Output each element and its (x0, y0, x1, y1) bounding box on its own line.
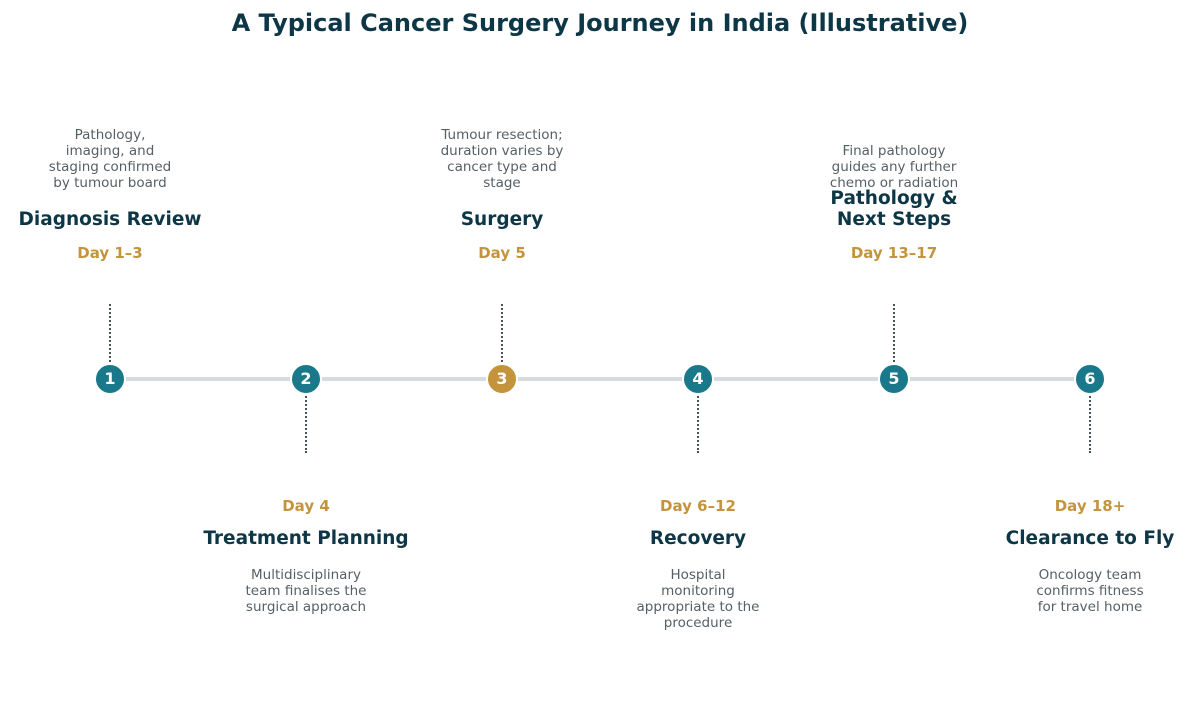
step-5-description-line: guides any further (831, 159, 957, 175)
timeline-line (110, 377, 1090, 381)
step-node-1: 1 (94, 363, 126, 395)
step-6-description-line: for travel home (1037, 599, 1143, 615)
step-node-4: 4 (682, 363, 714, 395)
step-5-description-line: Final pathology (842, 143, 946, 159)
step-2-description-line: Multidisciplinary (251, 567, 361, 583)
step-node-2: 2 (290, 363, 322, 395)
step-3-day: Day 5 (478, 244, 526, 262)
step-2-description-line: surgical approach (245, 599, 367, 615)
step-2-day: Day 4 (282, 497, 330, 515)
step-4-title: Recovery (649, 528, 747, 549)
step-6-label: Oncology team confirms fitness for trave… (990, 567, 1190, 615)
step-node-3: 3 (486, 363, 518, 395)
step-1-description-line: imaging, and (65, 143, 155, 159)
step-6-description-line: Oncology team (1038, 567, 1142, 583)
step-1-label: Pathology, imaging, and staging confirme… (0, 127, 220, 191)
step-5-description: Final pathology guides any further chemo… (824, 143, 964, 191)
step-6-description-line: confirms fitness (1036, 583, 1144, 599)
connector-3 (501, 304, 503, 366)
step-2-title: Treatment Planning (203, 528, 409, 549)
step-6-title: Clearance to Fly (1005, 528, 1175, 549)
step-4-description-line: procedure (663, 615, 733, 631)
step-6-description: Oncology team confirms fitness for trave… (1020, 567, 1160, 615)
step-4-description: Hospital monitoring appropriate to the p… (628, 567, 768, 631)
step-1-description-line: staging confirmed (48, 159, 172, 175)
connector-1 (109, 304, 111, 366)
step-1-day: Day 1–3 (77, 244, 143, 262)
step-1-description: Pathology, imaging, and staging confirme… (40, 127, 180, 191)
step-1-description-line: Pathology, (74, 127, 146, 143)
step-5-label: Final pathology guides any further chemo… (784, 143, 1004, 191)
step-1-description-line: by tumour board (53, 175, 167, 191)
step-1-title: Diagnosis Review (18, 209, 202, 230)
step-5-day: Day 13–17 (850, 244, 938, 262)
step-3-description-line: stage (483, 175, 521, 191)
step-5-title-line: Next Steps (836, 209, 952, 230)
step-3-description: Tumour resection; duration varies by can… (432, 127, 572, 191)
step-4-label: Hospital monitoring appropriate to the p… (588, 567, 808, 631)
step-3-label: Tumour resection; duration varies by can… (392, 127, 612, 191)
step-5-title: Pathology & Next Steps (784, 188, 1004, 230)
step-4-day: Day 6–12 (660, 497, 736, 515)
step-5-description-line: chemo or radiation (829, 175, 959, 191)
step-node-5: 5 (878, 363, 910, 395)
step-4-description-line: appropriate to the (636, 599, 760, 615)
step-4-description-line: Hospital (670, 567, 726, 583)
step-6-day: Day 18+ (1054, 497, 1126, 515)
step-2-label: Multidisciplinary team finalises the sur… (196, 567, 416, 615)
step-3-description-line: cancer type and (447, 159, 557, 175)
step-node-6: 6 (1074, 363, 1106, 395)
connector-5 (893, 304, 895, 366)
step-3-description-line: duration varies by (440, 143, 564, 159)
step-4-description-line: monitoring (661, 583, 735, 599)
connector-6 (1089, 393, 1091, 453)
step-2-description-line: team finalises the (245, 583, 367, 599)
step-5-title-line: Pathology & (830, 188, 958, 209)
step-3-description-line: Tumour resection; (441, 127, 563, 143)
diagram-title: A Typical Cancer Surgery Journey in Indi… (231, 9, 969, 37)
connector-2 (305, 393, 307, 453)
connector-4 (697, 393, 699, 453)
step-3-title: Surgery (460, 209, 544, 230)
step-2-description: Multidisciplinary team finalises the sur… (236, 567, 376, 615)
